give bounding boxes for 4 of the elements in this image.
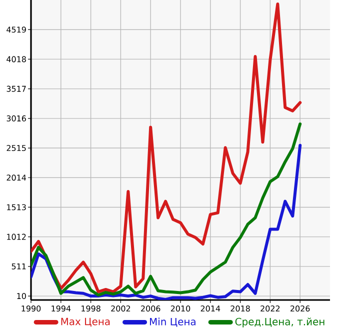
legend-label: Max Цена <box>61 318 110 327</box>
line-series <box>31 2 302 294</box>
legend-label: Сред.Цена, т.йен <box>235 318 324 328</box>
legend-label: Min Цена <box>150 318 196 327</box>
